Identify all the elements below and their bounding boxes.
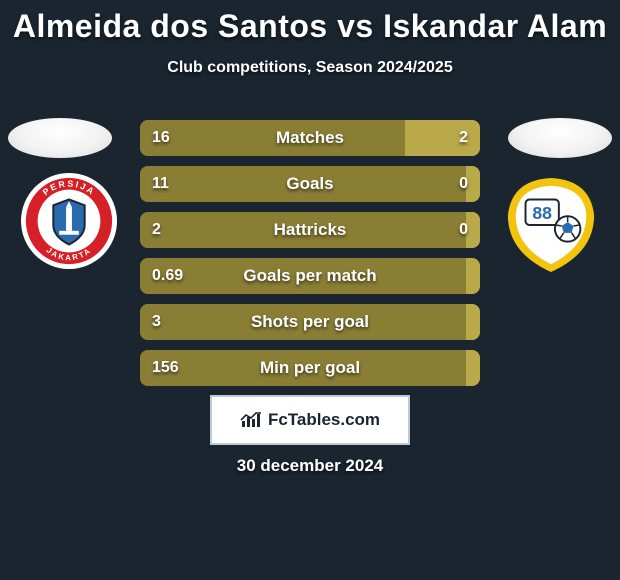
stat-label: Goals per match — [140, 258, 480, 294]
stat-row: 3Shots per goal — [140, 304, 480, 340]
stat-row: 0.69Goals per match — [140, 258, 480, 294]
brand-card: FcTables.com — [210, 395, 410, 445]
player-photo-left — [8, 118, 112, 158]
brand-text: FcTables.com — [268, 410, 380, 430]
stat-row: 20Hattricks — [140, 212, 480, 248]
comparison-card: Almeida dos Santos vs Iskandar Alam Club… — [0, 0, 620, 580]
stat-row: 162Matches — [140, 120, 480, 156]
stat-row: 156Min per goal — [140, 350, 480, 386]
stat-label: Goals — [140, 166, 480, 202]
club-badge-right: 88 — [502, 176, 600, 274]
persija-badge-icon: PERSIJA JAKARTA — [20, 172, 118, 270]
footer-date: 30 december 2024 — [0, 456, 620, 476]
stat-label: Shots per goal — [140, 304, 480, 340]
stat-label: Hattricks — [140, 212, 480, 248]
player-photo-right — [508, 118, 612, 158]
page-subtitle: Club competitions, Season 2024/2025 — [0, 59, 620, 77]
stat-bars: 162Matches 110Goals 20Hattricks 0.69Goals p… — [140, 120, 480, 396]
barito-badge-icon: 88 — [502, 176, 600, 274]
stat-row: 110Goals — [140, 166, 480, 202]
club-badge-left: PERSIJA JAKARTA — [20, 172, 118, 270]
page-title: Almeida dos Santos vs Iskandar Alam — [0, 0, 620, 45]
chart-icon — [240, 411, 262, 429]
stat-label: Min per goal — [140, 350, 480, 386]
svg-text:88: 88 — [532, 203, 552, 223]
stat-label: Matches — [140, 120, 480, 156]
